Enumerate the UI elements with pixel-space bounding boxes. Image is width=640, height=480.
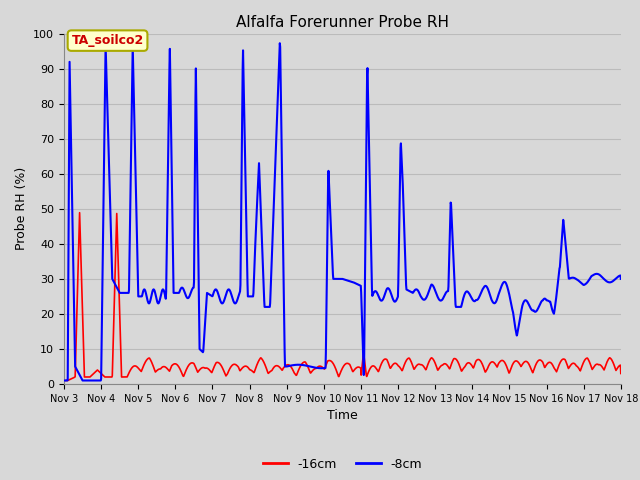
X-axis label: Time: Time [327, 409, 358, 422]
Y-axis label: Probe RH (%): Probe RH (%) [15, 167, 28, 251]
Legend: -16cm, -8cm: -16cm, -8cm [257, 453, 428, 476]
Title: Alfalfa Forerunner Probe RH: Alfalfa Forerunner Probe RH [236, 15, 449, 30]
Text: TA_soilco2: TA_soilco2 [72, 34, 143, 47]
